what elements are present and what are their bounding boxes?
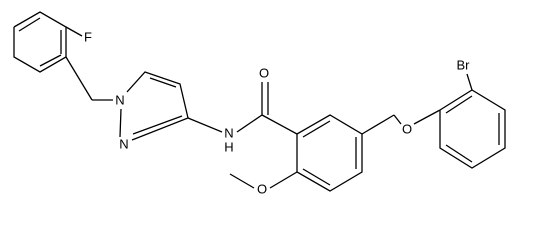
atom-label: N xyxy=(119,136,128,151)
atom-label: O xyxy=(259,65,269,80)
page: {"atoms": {"fluorine": "F", "pyrazole_n1… xyxy=(13,11,506,197)
atom-label: H xyxy=(224,139,233,154)
atom-label: O xyxy=(257,181,267,196)
bonds xyxy=(13,11,506,192)
atom-label: N xyxy=(115,92,124,107)
atom-label: F xyxy=(84,29,92,44)
atom-label: Br xyxy=(457,57,471,72)
atom-label: N xyxy=(224,125,233,140)
molecule: F N N N H O O Br O xyxy=(13,11,506,196)
atom-label: O xyxy=(402,121,412,136)
